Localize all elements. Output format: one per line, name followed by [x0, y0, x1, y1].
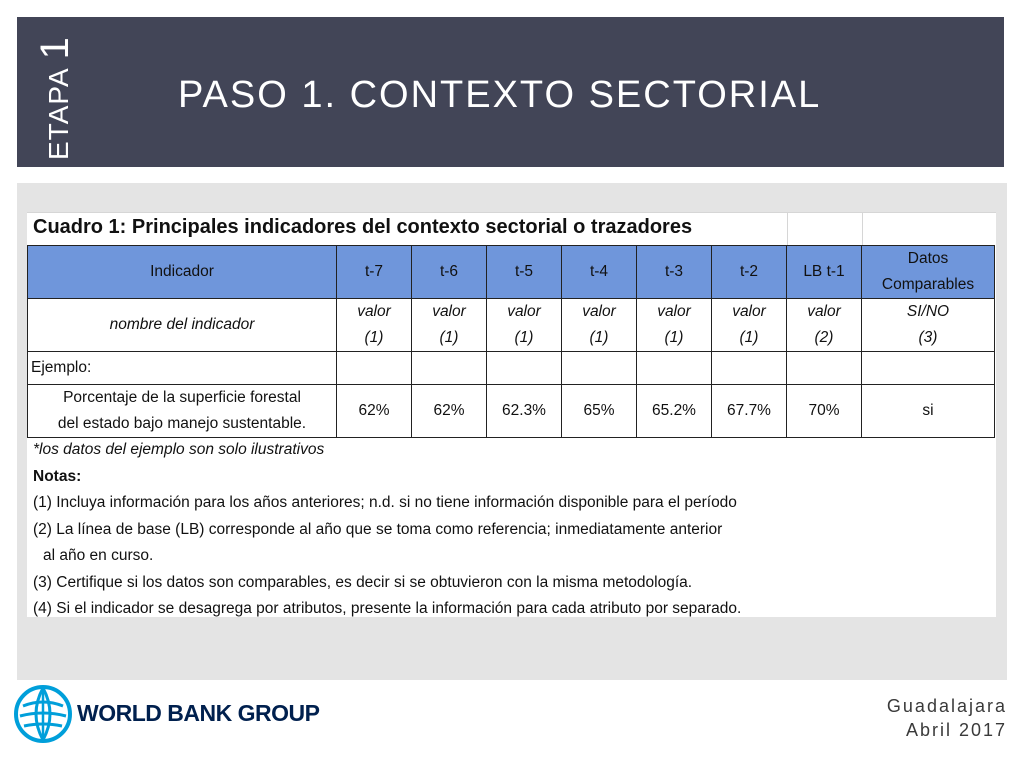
cell-line: Porcentaje de la superficie forestal [63, 389, 301, 406]
cell-line: valor [657, 303, 691, 320]
cell-line: valor [582, 303, 616, 320]
indicators-table: Indicador t-7 t-6 t-5 t-4 t-3 t-2 LB t-1… [27, 245, 995, 438]
table-cell [711, 351, 787, 385]
table-row: Ejemplo: [27, 351, 995, 385]
table-row: Porcentaje de la superficie forestal del… [27, 384, 995, 438]
table-cell: 62% [411, 384, 487, 438]
event-city: Guadalajara [886, 696, 1007, 716]
cell-line: valor [357, 303, 391, 320]
header-cell: Datos Comparables [861, 245, 995, 299]
table-cell: 70% [786, 384, 862, 438]
header-cell: Indicador [27, 245, 337, 299]
table-cell: valor (1) [486, 298, 562, 352]
header-cell: t-3 [636, 245, 712, 299]
cell-line: (2) [814, 329, 834, 346]
grid-line [787, 212, 788, 245]
event-date: Abril 2017 [905, 720, 1007, 740]
grid-line [862, 212, 863, 245]
table-cell [486, 351, 562, 385]
cell-line: (1) [439, 329, 459, 346]
cell-line: (1) [514, 329, 534, 346]
table-row: nombre del indicador valor (1) valor (1) v… [27, 298, 995, 352]
table-cell [411, 351, 487, 385]
table-cell: Ejemplo: [27, 351, 337, 385]
header-cell: t-4 [561, 245, 637, 299]
cell-line: del estado bajo manejo sustentable. [57, 415, 307, 432]
note-2-continued: al año en curso. [43, 547, 154, 564]
table-cell: nombre del indicador [27, 298, 337, 352]
header-cell: t-6 [411, 245, 487, 299]
brand-name: WORLD BANK GROUP [77, 700, 320, 726]
stage-word: ETAPA [43, 67, 74, 160]
disclaimer-text: *los datos del ejemplo son solo ilustrat… [33, 441, 325, 458]
note-4: (4) Si el indicador se desagrega por atr… [33, 600, 742, 617]
table-header-row: Indicador t-7 t-6 t-5 t-4 t-3 t-2 LB t-1… [27, 245, 995, 299]
table-cell [336, 351, 412, 385]
cell-line: valor [732, 303, 766, 320]
table-caption: Cuadro 1: Principales indicadores del co… [33, 216, 693, 238]
header-line: Comparables [881, 276, 975, 293]
table-cell: 62% [336, 384, 412, 438]
table-cell: 67.7% [711, 384, 787, 438]
notes-block: *los datos del ejemplo son solo ilustrat… [33, 437, 741, 623]
stage-label: ETAPA 1 [33, 37, 78, 160]
notes-heading: Notas: [33, 467, 82, 485]
table-cell: Porcentaje de la superficie forestal del… [27, 384, 337, 438]
table-cell [561, 351, 637, 385]
slide-title: PASO 1. CONTEXTO SECTORIAL [178, 74, 822, 116]
note-2: (2) La línea de base (LB) corresponde al… [33, 520, 723, 538]
table-cell: valor (1) [636, 298, 712, 352]
globe-icon [14, 685, 72, 743]
table-cell: valor (1) [336, 298, 412, 352]
header-cell: t-7 [336, 245, 412, 299]
cell-line: SI/NO [906, 303, 950, 320]
table-cell [861, 351, 995, 385]
table-cell: 65.2% [636, 384, 712, 438]
cell-line: (1) [589, 329, 609, 346]
event-info: Guadalajara Abril 2017 [887, 694, 1007, 742]
title-band [17, 17, 1004, 167]
table-cell: 65% [561, 384, 637, 438]
cell-line: valor [432, 303, 466, 320]
table-cell: valor (1) [561, 298, 637, 352]
cell-line: (3) [918, 329, 938, 346]
cell-line: (1) [664, 329, 684, 346]
table-cell: si [861, 384, 995, 438]
cell-line: (1) [739, 329, 759, 346]
table-cell: SI/NO (3) [861, 298, 995, 352]
table-cell: valor (2) [786, 298, 862, 352]
note-3: (3) Certifique si los datos son comparab… [33, 573, 693, 591]
header-line: Datos [907, 250, 949, 267]
stage-number: 1 [33, 37, 77, 60]
cell-line: valor [507, 303, 541, 320]
header-cell: LB t-1 [786, 245, 862, 299]
note-1: (1) Incluya información para los años an… [33, 494, 737, 511]
world-bank-logo: WORLD BANK GROUP [13, 684, 320, 744]
header-cell: t-2 [711, 245, 787, 299]
grid-line [27, 212, 996, 213]
table-cell: valor (1) [711, 298, 787, 352]
table-cell: 62.3% [486, 384, 562, 438]
table-cell [786, 351, 862, 385]
header-cell: t-5 [486, 245, 562, 299]
cell-line: valor [807, 303, 841, 320]
table-cell: valor (1) [411, 298, 487, 352]
cell-line: (1) [364, 329, 384, 346]
table-cell [636, 351, 712, 385]
